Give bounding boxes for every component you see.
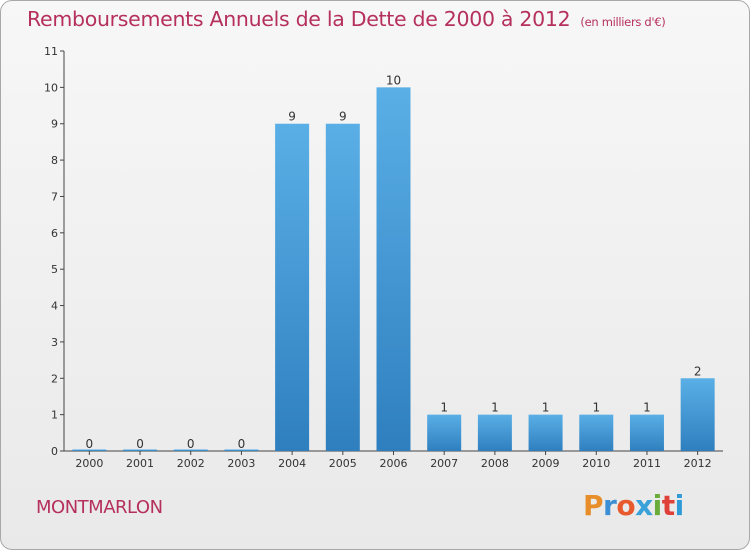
bar — [123, 449, 158, 451]
bar — [629, 414, 664, 451]
bar — [477, 414, 512, 451]
x-tick-label: 2005 — [329, 457, 357, 470]
y-tick-label: 7 — [51, 190, 58, 203]
commune-name: MONTMARLON — [36, 497, 163, 518]
y-tick-label: 8 — [51, 154, 58, 167]
data-label: 1 — [643, 401, 651, 415]
logo-letter: i — [674, 489, 685, 522]
bar — [579, 414, 614, 451]
chart-labels: 2000 0 2001 0 2002 0 2003 0 2004 9 2005 9 2006 10 2007… — [75, 73, 711, 470]
chart-title-text: Remboursements Annuels de la Dette de 20… — [27, 7, 571, 31]
y-tick-label: 6 — [51, 227, 58, 240]
chart-unit: (en milliers d'€) — [580, 15, 666, 29]
y-tick-label: 2 — [51, 372, 58, 385]
data-label: 2 — [694, 364, 702, 378]
data-label: 9 — [288, 110, 296, 124]
x-tick-label: 2002 — [177, 457, 205, 470]
y-tick-label: 1 — [51, 409, 58, 422]
data-label: 9 — [339, 110, 347, 124]
chart-bars — [72, 87, 715, 452]
bar — [528, 414, 563, 451]
bar — [427, 414, 462, 451]
bar — [173, 449, 208, 451]
x-tick-label: 2011 — [633, 457, 661, 470]
y-tick-label: 10 — [44, 81, 58, 94]
proxiti-logo: Proxiti — [583, 489, 684, 522]
chart-title: Remboursements Annuels de la Dette de 20… — [27, 7, 666, 31]
logo-letter: x — [635, 489, 653, 522]
x-tick-label: 2004 — [278, 457, 306, 470]
x-tick-label: 2003 — [227, 457, 255, 470]
logo-letter: t — [661, 489, 675, 522]
data-label: 0 — [238, 437, 246, 451]
x-tick-label: 2008 — [481, 457, 509, 470]
data-label: 0 — [86, 437, 94, 451]
data-label: 1 — [592, 401, 600, 415]
bar — [376, 87, 411, 451]
data-label: 1 — [542, 401, 550, 415]
y-tick-label: 5 — [51, 263, 58, 276]
y-tick-label: 9 — [51, 118, 58, 131]
x-tick-label: 2009 — [532, 457, 560, 470]
logo-letter: o — [616, 489, 636, 522]
data-label: 0 — [136, 437, 144, 451]
bar — [325, 123, 360, 452]
x-tick-label: 2001 — [126, 457, 154, 470]
bar — [72, 449, 107, 451]
x-tick-label: 2007 — [430, 457, 458, 470]
x-tick-label: 2000 — [75, 457, 103, 470]
bar — [680, 378, 715, 451]
logo-letter: i — [652, 489, 663, 522]
data-label: 1 — [440, 401, 448, 415]
data-label: 0 — [187, 437, 195, 451]
data-label: 1 — [491, 401, 499, 415]
data-label: 10 — [386, 73, 401, 87]
x-tick-label: 2010 — [582, 457, 610, 470]
y-tick-label: 4 — [51, 300, 58, 313]
x-tick-label: 2012 — [684, 457, 712, 470]
bar — [224, 449, 259, 451]
logo-letter: r — [603, 489, 617, 522]
y-tick-label: 0 — [51, 445, 58, 458]
bar — [275, 123, 310, 452]
y-tick-label: 11 — [44, 45, 58, 58]
y-tick-label: 3 — [51, 336, 58, 349]
logo-letter: P — [583, 489, 604, 522]
x-tick-label: 2006 — [380, 457, 408, 470]
